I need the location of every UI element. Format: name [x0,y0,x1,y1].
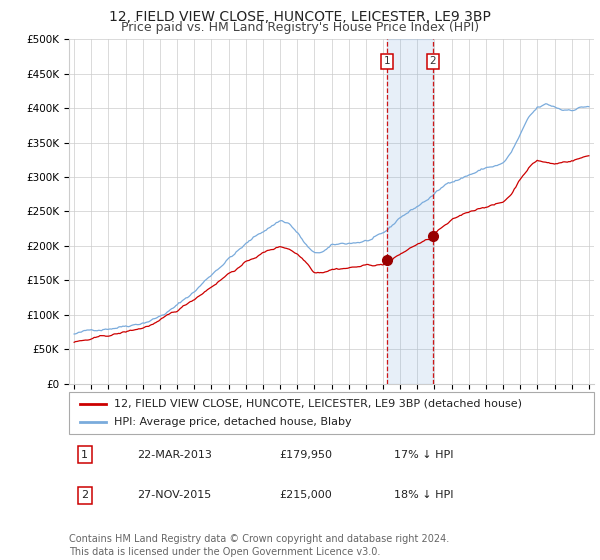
Text: 1: 1 [81,450,88,460]
Text: Price paid vs. HM Land Registry's House Price Index (HPI): Price paid vs. HM Land Registry's House … [121,21,479,34]
Text: 27-NOV-2015: 27-NOV-2015 [137,490,212,500]
FancyBboxPatch shape [69,392,594,434]
Text: 22-MAR-2013: 22-MAR-2013 [137,450,212,460]
Text: HPI: Average price, detached house, Blaby: HPI: Average price, detached house, Blab… [113,417,351,427]
Text: 12, FIELD VIEW CLOSE, HUNCOTE, LEICESTER, LE9 3BP: 12, FIELD VIEW CLOSE, HUNCOTE, LEICESTER… [109,10,491,24]
Bar [387,39,433,384]
Text: 1: 1 [383,56,390,66]
Text: 2: 2 [81,490,88,500]
Text: 17% ↓ HPI: 17% ↓ HPI [395,450,454,460]
Text: 18% ↓ HPI: 18% ↓ HPI [395,490,454,500]
Text: £179,950: £179,950 [279,450,332,460]
Text: 2: 2 [430,56,436,66]
Text: £215,000: £215,000 [279,490,332,500]
Text: Contains HM Land Registry data © Crown copyright and database right 2024.
This d: Contains HM Land Registry data © Crown c… [69,534,449,557]
Text: 12, FIELD VIEW CLOSE, HUNCOTE, LEICESTER, LE9 3BP (detached house): 12, FIELD VIEW CLOSE, HUNCOTE, LEICESTER… [113,399,521,409]
